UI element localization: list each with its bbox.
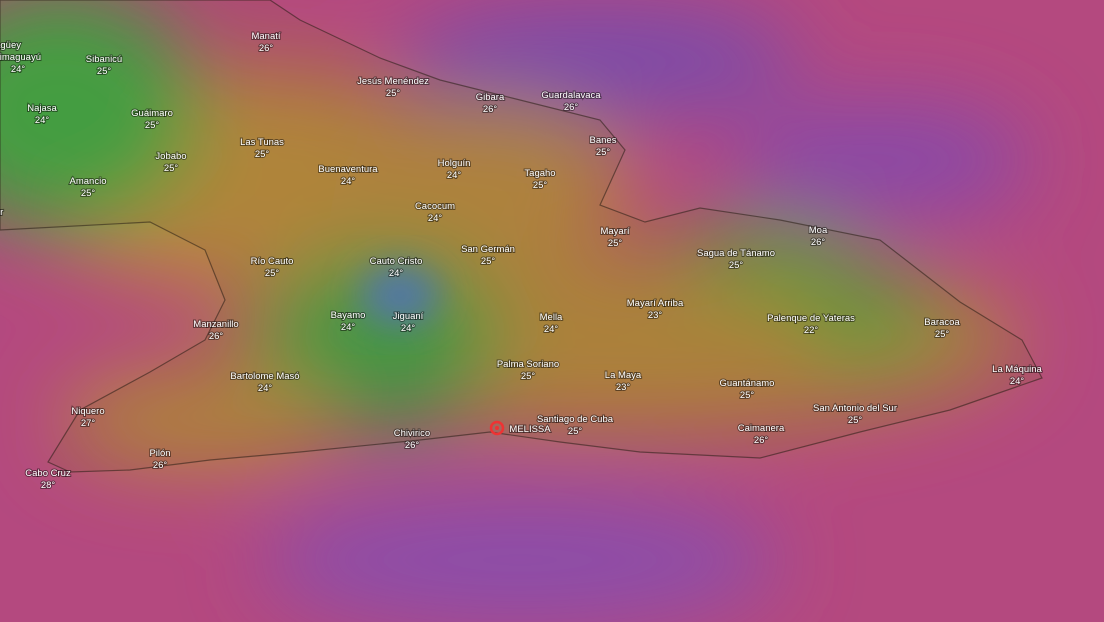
place-temp: 25° (481, 256, 496, 267)
place-name: Gibara (476, 92, 505, 103)
wind-core (360, 265, 440, 325)
place-temp: 24° (428, 213, 443, 224)
place-name: Guantánamo (720, 378, 775, 389)
place-name: Mella (540, 312, 563, 323)
place-temp: 25° (521, 371, 536, 382)
place-name: Baracoa (924, 317, 960, 328)
place-name: Guardalavaca (541, 90, 601, 101)
place-temp: 25° (596, 147, 611, 158)
place-temp: 22° (804, 325, 819, 336)
place-temp: 24° (447, 170, 462, 181)
place-temp: 26° (209, 331, 224, 342)
place-name: Banes (590, 135, 617, 146)
place-temp: 26° (153, 460, 168, 471)
place-temp: 26° (811, 237, 826, 248)
place-name: Sibanicú (86, 54, 122, 65)
place-name: San Germán (461, 244, 515, 255)
place-temp: 24° (401, 323, 416, 334)
place-name: Manatí (251, 31, 280, 42)
labels: CamagüeyJimaguayú24°Sibanicú25°Manatí26°… (0, 30, 1044, 492)
place-temp: 23° (648, 310, 663, 321)
place-temp: 25° (255, 149, 270, 160)
place-name: Buenaventura (318, 164, 378, 175)
place-temp: 28° (41, 480, 56, 491)
place-name: La Maya (605, 370, 642, 381)
place-name: Tagaho (524, 168, 555, 179)
place-name: La Máquina (992, 364, 1042, 375)
place-temp: 25° (935, 329, 950, 340)
place-temp: 24° (341, 322, 356, 333)
place-temp: 25° (265, 268, 280, 279)
place-name: Chivirico (394, 428, 430, 439)
place-name: Camagüey (0, 40, 21, 51)
place-name: Caimanera (738, 423, 785, 434)
place-temp: 25° (848, 415, 863, 426)
place-name: Jimaguayú (0, 52, 41, 63)
place-temp: 24° (341, 176, 356, 187)
place-name: Santiago de Cuba (537, 414, 614, 425)
place-name: Cauto Cristo (370, 256, 423, 267)
place-temp: 24° (35, 115, 50, 126)
place-temp: 24° (11, 64, 26, 75)
place-name: Moa (809, 225, 828, 236)
place-name: Manzanillo (193, 319, 238, 330)
place-temp: 26° (754, 435, 769, 446)
place-name: Guáimaro (131, 108, 173, 119)
place-name: Amancio (70, 176, 107, 187)
place-name: Río Cauto (251, 256, 294, 267)
place-temp: 26° (564, 102, 579, 113)
place-name: Sagua de Tánamo (697, 248, 775, 259)
place-temp: 26° (483, 104, 498, 115)
place-name: Palenque de Yateras (767, 313, 855, 324)
place-name: Las Tunas (240, 137, 284, 148)
place-temp: 25° (740, 390, 755, 401)
place-temp: 25° (608, 238, 623, 249)
coastline (0, 0, 1043, 473)
place-name: Najasa (27, 103, 57, 114)
place-name: Mayarí (600, 226, 629, 237)
place-temp: 25° (533, 180, 548, 191)
storm-name: MELISSA (509, 424, 551, 435)
place-temp: 25° (164, 163, 179, 174)
place-temp: 26° (405, 440, 420, 451)
place-name: Palma Soriano (497, 359, 559, 370)
place-temp: 27° (81, 418, 96, 429)
place-temp: 25° (568, 426, 583, 437)
place-name: Cabo Cruz (25, 468, 71, 479)
place-temp: 23° (616, 382, 631, 393)
place-temp: 25° (81, 188, 96, 199)
place-temp: 25° (729, 260, 744, 271)
place-temp: 24° (258, 383, 273, 394)
place-temp: 24° (544, 324, 559, 335)
place-name: Jobabo (155, 151, 186, 162)
place-name: Holguín (438, 158, 471, 169)
place-name: Pilón (149, 448, 170, 459)
place-name: Florida Sur (0, 207, 3, 218)
place-temp: 25° (386, 88, 401, 99)
place-temp: 24° (1010, 376, 1025, 387)
place-temp: 25° (145, 120, 160, 131)
place-name: San Antonio del Sur (813, 403, 897, 414)
place-name: Jiguaní (393, 311, 424, 322)
place-name: Bartolome Masó (230, 371, 299, 382)
place-temp: 24° (389, 268, 404, 279)
place-temp: 25° (97, 66, 112, 77)
place-name: Niquero (71, 406, 104, 417)
place-temp: 26° (259, 43, 274, 54)
place-name: Bayamo (331, 310, 366, 321)
place-name: Jesús Menéndez (357, 76, 429, 87)
storm-icon (489, 420, 505, 436)
place-name: Cacocum (415, 201, 455, 212)
place-name: Mayarí Arriba (627, 298, 684, 309)
